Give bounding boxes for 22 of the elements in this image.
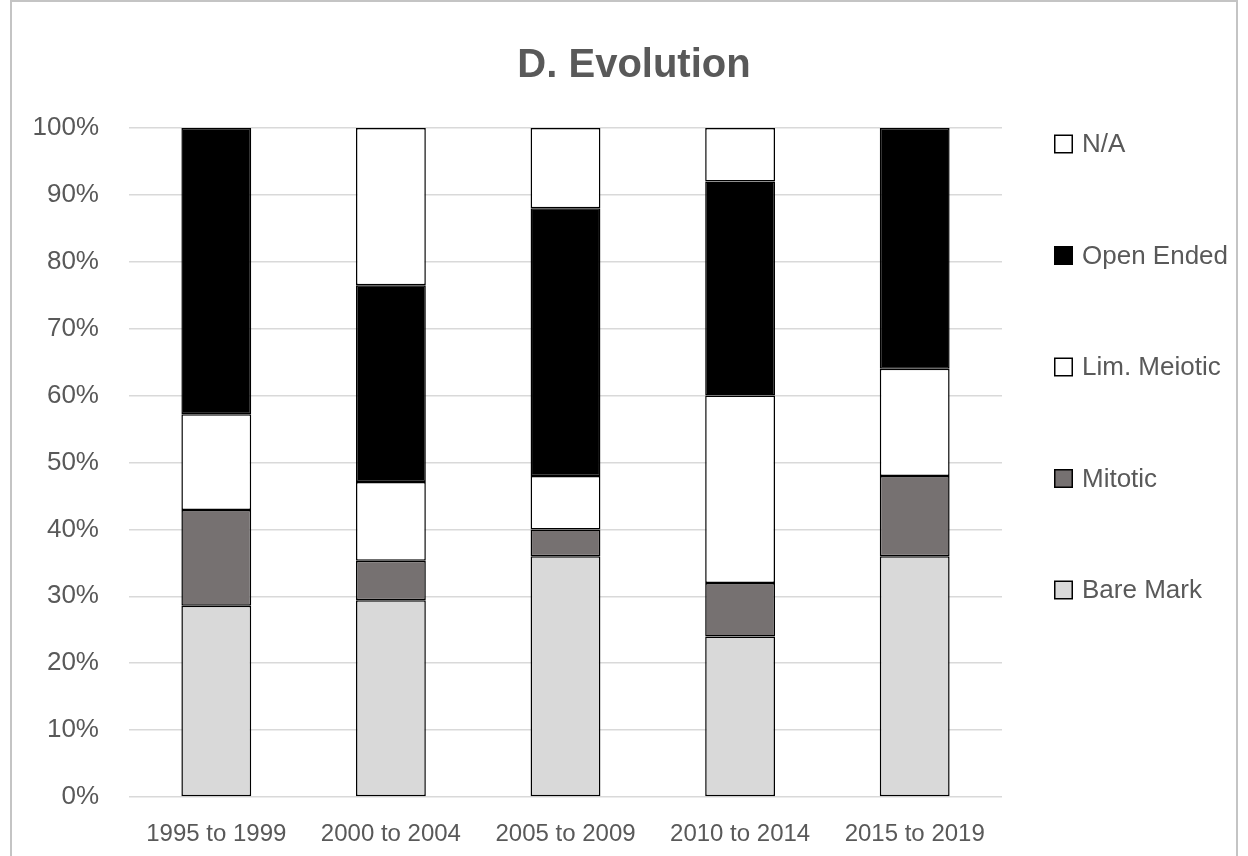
legend-label: Lim. Meiotic — [1082, 351, 1221, 382]
legend-label: N/A — [1082, 128, 1126, 159]
chart-title: D. Evolution — [517, 41, 751, 86]
y-tick-label: 90% — [46, 178, 99, 209]
y-tick-label: 30% — [46, 579, 99, 610]
y-tick-label: 40% — [46, 512, 99, 543]
legend-label: Mitotic — [1082, 462, 1158, 493]
y-tick-label: 70% — [46, 311, 99, 342]
x-tick-label: 2005 to 2009 — [495, 819, 636, 847]
legend-label: Open Ended — [1082, 239, 1229, 270]
legend-label: Bare Mark — [1082, 574, 1203, 605]
y-tick-label: 20% — [46, 646, 99, 677]
y-tick-label: 80% — [46, 244, 99, 275]
y-tick-label: 100% — [32, 111, 99, 142]
x-tick-label: 2010 to 2014 — [670, 819, 811, 847]
x-tick-label: 1995 to 1999 — [146, 819, 287, 847]
x-tick-label: 2015 to 2019 — [844, 819, 985, 847]
y-tick-label: 50% — [46, 445, 99, 476]
y-tick-label: 10% — [46, 713, 99, 744]
y-tick-label: 60% — [46, 378, 99, 409]
x-tick-label: 2000 to 2004 — [320, 819, 461, 847]
y-tick-label: 0% — [61, 780, 99, 811]
